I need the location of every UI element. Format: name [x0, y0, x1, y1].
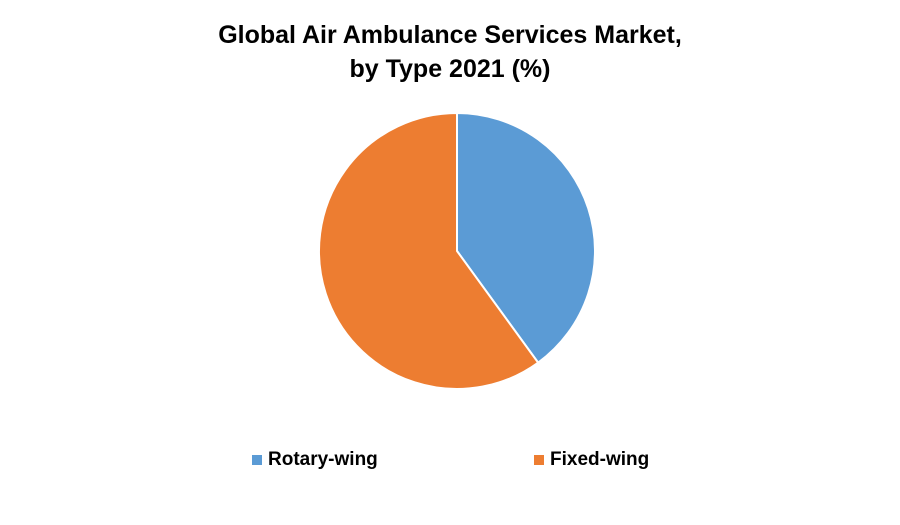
- legend-item-fixed-wing: Fixed-wing: [534, 449, 649, 471]
- chart-title-line-1: Global Air Ambulance Services Market,: [218, 21, 682, 49]
- legend-label-rotary-wing: Rotary-wing: [268, 449, 378, 470]
- legend-item-rotary-wing: Rotary-wing: [252, 449, 378, 471]
- pie-slice-rotary-wing: [456, 112, 596, 364]
- chart-title: Global Air Ambulance Services Market, by…: [0, 18, 900, 86]
- legend-swatch-fixed-wing: [534, 455, 544, 465]
- pie-slice-fixed-wing: [318, 112, 540, 390]
- legend-label-fixed-wing: Fixed-wing: [550, 449, 650, 470]
- chart-title-line-2: by Type 2021 (%): [349, 55, 551, 83]
- legend-swatch-rotary-wing: [252, 455, 262, 465]
- legend: Rotary-wing Fixed-wing: [0, 449, 900, 471]
